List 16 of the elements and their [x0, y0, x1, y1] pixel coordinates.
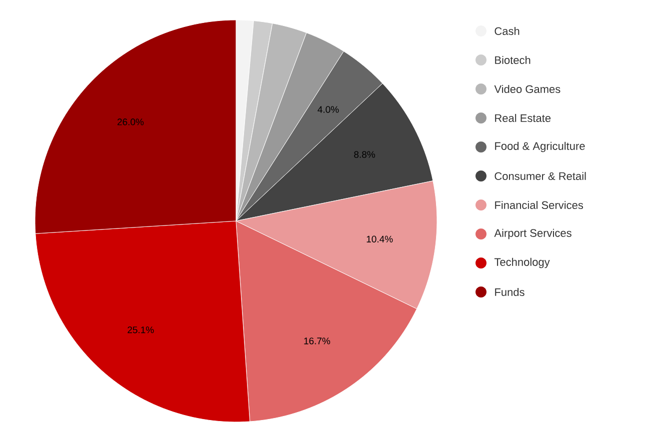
legend-label: Funds: [495, 288, 524, 296]
data-label: 4.0%: [318, 106, 339, 113]
legend-label: Consumer & Retail: [494, 172, 586, 180]
legend-label: Video Games: [494, 84, 560, 94]
data-label: 25.1%: [128, 326, 154, 334]
legend-label: Financial Services: [495, 200, 584, 210]
data-label: 10.4%: [366, 236, 393, 242]
legend-label: Real Estate: [495, 114, 551, 122]
legend-label: Biotech: [495, 56, 530, 64]
data-label: 16.7%: [304, 338, 330, 344]
legend-label: Technology: [494, 258, 550, 268]
legend-label: Food & Agriculture: [495, 142, 585, 152]
legend-label: Airport Services: [494, 228, 572, 240]
data-label: 26.0%: [118, 118, 144, 126]
legend-label: Cash: [494, 26, 520, 36]
data-label: 8.8%: [354, 151, 376, 158]
